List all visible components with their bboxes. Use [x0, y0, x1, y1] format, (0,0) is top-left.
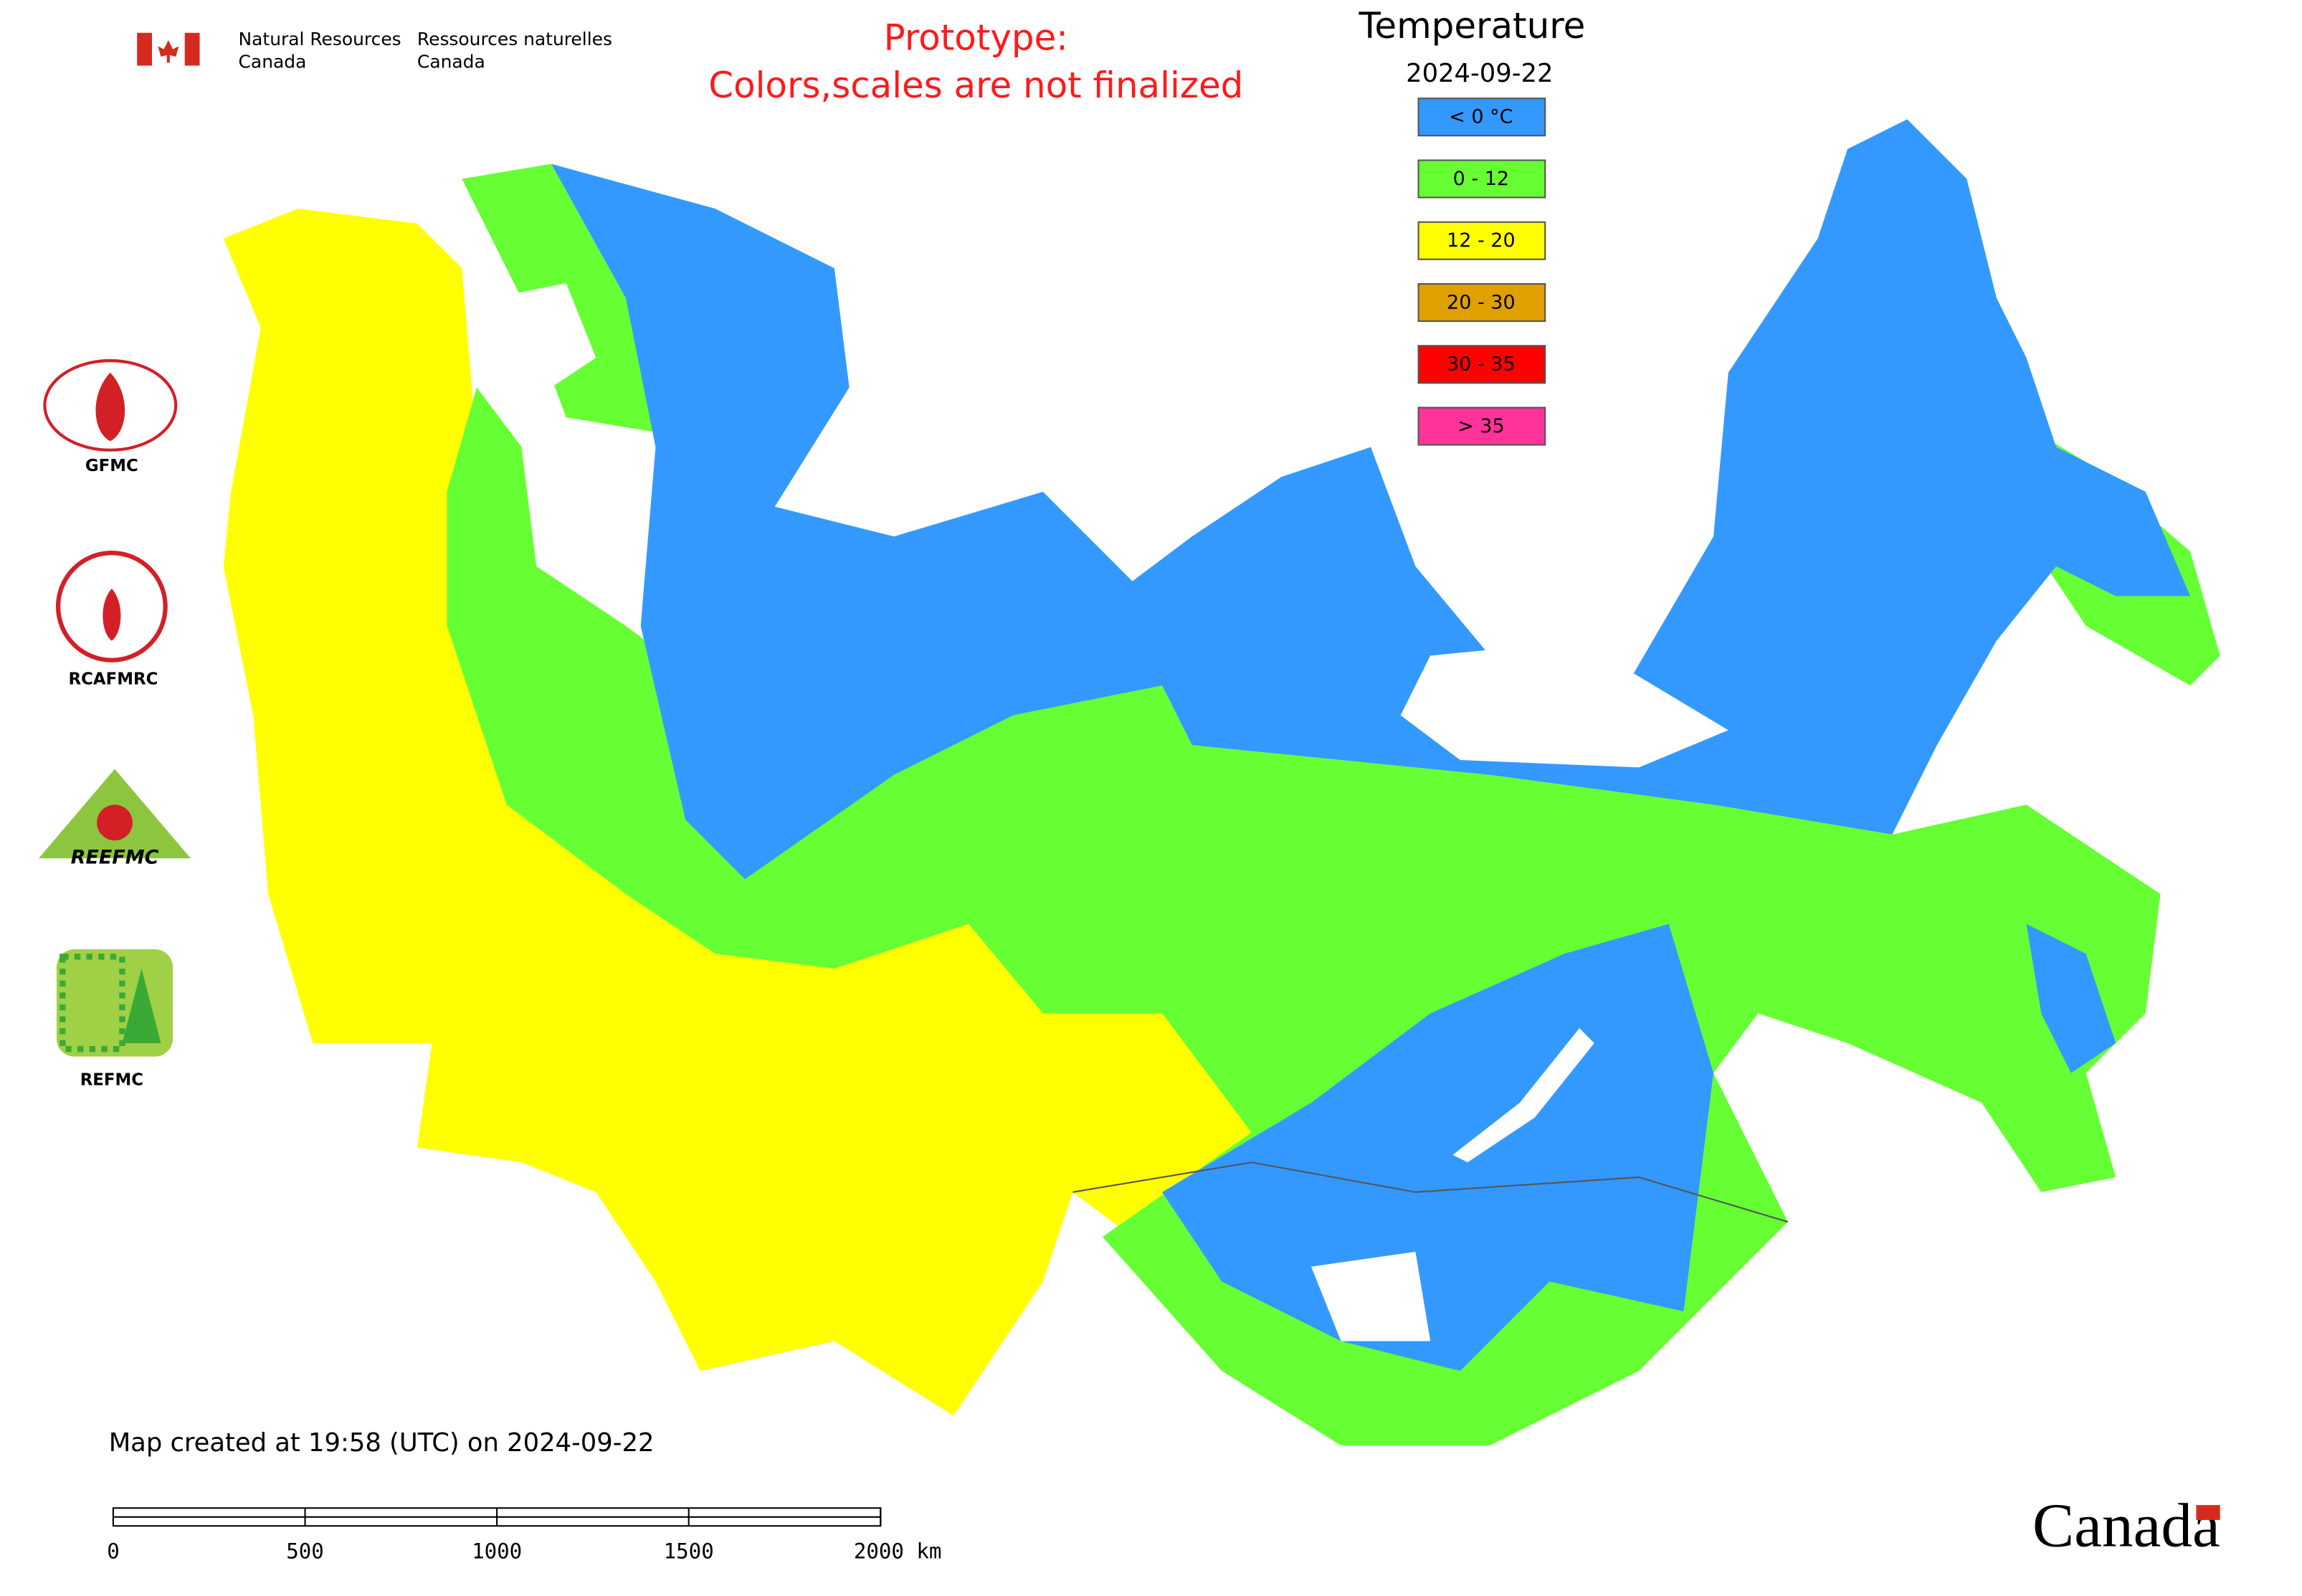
legend-swatch [1417, 407, 1546, 446]
logo-label: REFMC [80, 1070, 143, 1089]
map [223, 119, 2220, 1446]
region-cold [551, 119, 2191, 880]
region-cold [2026, 923, 2116, 1073]
legend-title: Temperature [1358, 5, 1585, 47]
legend-swatch [1417, 345, 1546, 384]
legend-swatch [1417, 98, 1546, 137]
scale-label: 1500 [664, 1539, 714, 1564]
wordmark-flag [2196, 1505, 2220, 1520]
department-en: Natural Resources [239, 29, 401, 49]
department-en: Canada [239, 51, 307, 72]
lake [491, 282, 596, 388]
scale-label: 1000 [472, 1539, 522, 1564]
created-note: Map created at 19:58 (UTC) on 2024-09-22 [109, 1428, 655, 1458]
border [1072, 1162, 1789, 1223]
scale-label: 500 [286, 1539, 324, 1564]
logo-label: REEFMC [71, 847, 159, 869]
legend-label: < 0 °C [1449, 106, 1513, 128]
no-data [1311, 1251, 1431, 1341]
region-mild [447, 387, 2161, 1446]
legend-label: 0 - 12 [1453, 168, 1509, 190]
logo-gfmc [43, 358, 178, 452]
legend: < 0 °C 0 - 12 12 - 20 20 - 30 30 - 35 > 35 [1417, 98, 1546, 446]
lake-baikal [1452, 1028, 1594, 1163]
region-warm [223, 209, 1282, 1416]
canada-flag [137, 32, 200, 66]
logo-refmc [56, 949, 173, 1057]
logo-label: RCAFMRC [69, 670, 158, 688]
logo-label: GFMC [85, 457, 138, 475]
department-fr: Canada [417, 51, 485, 72]
scale-label: 2000 km [854, 1539, 942, 1564]
legend-date: 2024-09-22 [1406, 59, 1553, 88]
scale-label: 0 [107, 1539, 120, 1564]
notice: Prototype: [884, 17, 1068, 59]
logo-reefmc [39, 769, 191, 859]
department-fr: Ressources naturelles [417, 29, 612, 49]
legend-label: > 35 [1457, 415, 1505, 437]
canada-wordmark: Canada [2032, 1491, 2220, 1560]
legend-swatch [1417, 282, 1546, 322]
legend-swatch [1417, 159, 1546, 199]
legend-label: 30 - 35 [1447, 353, 1516, 376]
no-data [1400, 640, 1728, 768]
legend-swatch [1417, 221, 1546, 260]
legend-label: 20 - 30 [1447, 291, 1516, 313]
logo-rcafmrc [55, 550, 168, 662]
legend-label: 12 - 20 [1447, 229, 1516, 252]
notice: Colors,scales are not finalized [708, 65, 1243, 106]
scale-bar: 0 500 1000 1500 2000 km [107, 1507, 942, 1564]
